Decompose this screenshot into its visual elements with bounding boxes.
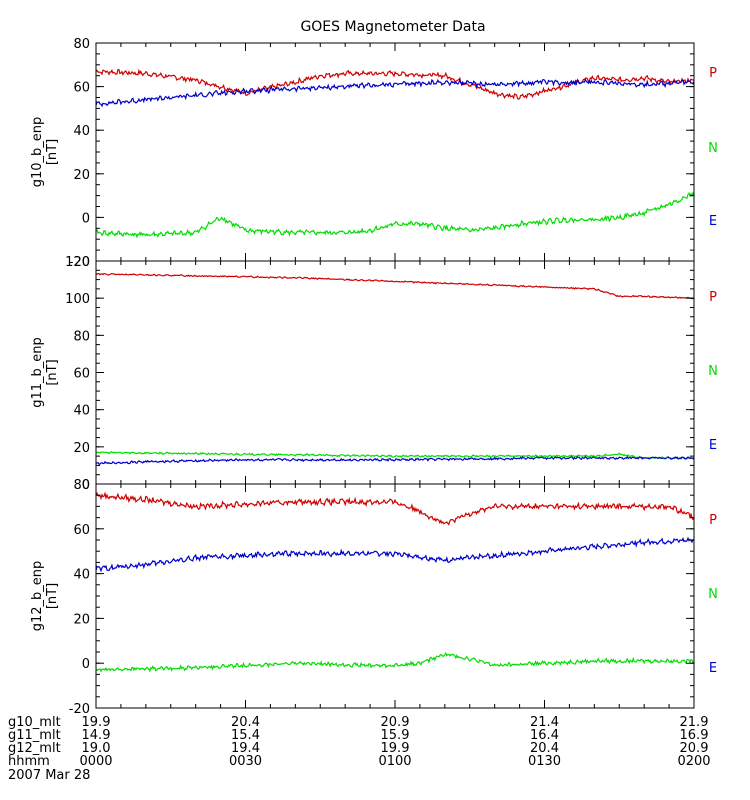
x-tick-label: 20.9 — [680, 741, 709, 756]
series-line-n — [96, 451, 694, 460]
y-tick-label: -20 — [69, 255, 90, 270]
x-row-label: g11_mlt — [8, 728, 61, 743]
chart-title: GOES Magnetometer Data — [300, 19, 485, 35]
legend-n: N — [708, 141, 718, 156]
y-tick-label: 60 — [73, 81, 90, 96]
x-tick-label: 19.4 — [231, 741, 260, 756]
x-tick-label: 16.9 — [680, 728, 709, 743]
legend-e: E — [709, 438, 717, 453]
y-tick-label: 80 — [73, 478, 90, 493]
legend-n: N — [708, 587, 718, 602]
y-axis-unit: [nT] — [45, 359, 60, 385]
y-tick-label: 40 — [73, 568, 90, 583]
x-tick-label: 16.4 — [530, 728, 559, 743]
x-tick-label: 0100 — [378, 754, 411, 769]
y-tick-label: 100 — [65, 292, 90, 307]
y-axis-label: g11_b_enp — [30, 337, 45, 408]
series-line-e — [96, 536, 694, 573]
y-tick-label: 120 — [65, 255, 90, 270]
x-tick-label: 21.9 — [680, 715, 709, 730]
y-tick-label: 0 — [82, 478, 90, 493]
y-axis-unit: [nT] — [45, 139, 60, 165]
legend-p: P — [709, 513, 717, 528]
x-tick-label: 19.9 — [381, 741, 410, 756]
x-tick-label: 14.9 — [82, 728, 111, 743]
x-tick-label: 0200 — [677, 754, 710, 769]
y-tick-label: 40 — [73, 404, 90, 419]
series-line-n — [96, 191, 694, 239]
panel-1: -20 0 20 40 60 80 g10_b_enp [nT] P N E — [30, 37, 718, 270]
x-tick-label: 0030 — [229, 754, 262, 769]
y-tick-label: 20 — [73, 612, 90, 627]
y-tick-label: 60 — [73, 523, 90, 538]
panel-3: -20 0 20 40 60 80 g12_b_enp [nT] P N E — [30, 478, 718, 717]
x-tick-label: 20.4 — [231, 715, 260, 730]
series-line-p — [96, 272, 694, 300]
legend-e: E — [709, 214, 717, 229]
y-axis-unit: [nT] — [45, 583, 60, 609]
y-tick-label: 20 — [73, 441, 90, 456]
x-tick-label: 19.9 — [82, 715, 111, 730]
x-axis-labels: g10_mlt 19.9 20.4 20.9 21.4 21.9 g11_mlt 14.9 15… — [8, 715, 711, 783]
x-tick-label: 0000 — [79, 754, 112, 769]
panel-frame — [95, 260, 695, 485]
y-tick-label: 0 — [82, 657, 90, 672]
y-tick-label: 60 — [73, 367, 90, 382]
panel-frame — [95, 483, 695, 709]
y-axis-label: g10_b_enp — [30, 117, 45, 188]
date-label: 2007 Mar 28 — [8, 768, 90, 783]
x-tick-label: 15.9 — [381, 728, 410, 743]
y-tick-label: -20 — [69, 702, 90, 717]
legend-e: E — [709, 661, 717, 676]
x-tick-label: 19.0 — [82, 741, 111, 756]
x-tick-label: 15.4 — [231, 728, 260, 743]
x-row-label: hhmm — [8, 754, 50, 769]
legend-n: N — [708, 364, 718, 379]
panel-frame — [95, 42, 695, 262]
x-row-label: g10_mlt — [8, 715, 61, 730]
legend-p: P — [709, 66, 717, 81]
series-line-p — [96, 68, 694, 100]
series-line-p — [96, 491, 694, 526]
y-tick-label: 80 — [73, 329, 90, 344]
y-tick-label: 40 — [73, 124, 90, 139]
series-line-e — [96, 77, 694, 108]
y-tick-label: 80 — [73, 37, 90, 52]
y-tick-label: 0 — [82, 211, 90, 226]
x-row-label: g12_mlt — [8, 741, 61, 756]
x-tick-label: 0130 — [528, 754, 561, 769]
series-line-e — [96, 455, 694, 465]
y-axis-label: g12_b_enp — [30, 561, 45, 632]
legend-p: P — [709, 290, 717, 305]
series-line-n — [96, 651, 694, 673]
panel-2: 0 20 40 60 80 100 120 g11_b_enp [nT] P N E — [30, 255, 718, 493]
x-tick-label: 21.4 — [530, 715, 559, 730]
x-tick-label: 20.4 — [530, 741, 559, 756]
y-tick-label: 20 — [73, 168, 90, 183]
x-tick-label: 20.9 — [381, 715, 410, 730]
